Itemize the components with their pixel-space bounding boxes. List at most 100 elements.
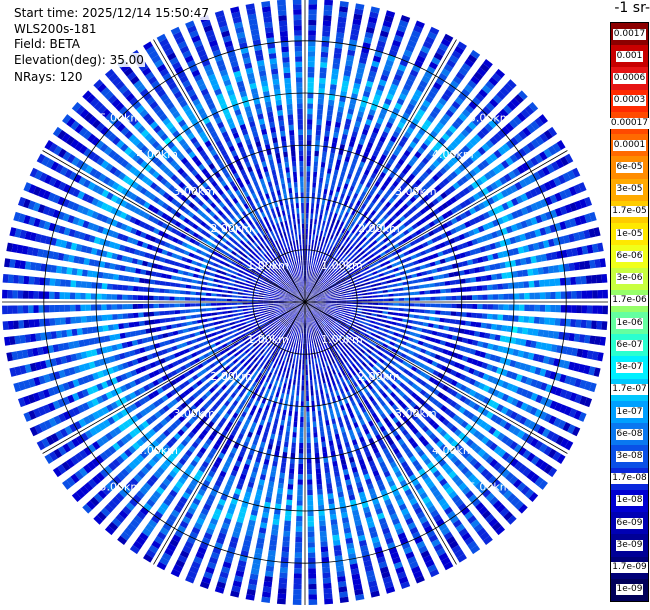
ppi-gate xyxy=(448,326,455,332)
ppi-gate xyxy=(207,493,216,502)
ppi-gate xyxy=(586,350,594,360)
ppi-gate xyxy=(224,336,231,342)
ppi-gate xyxy=(241,411,247,418)
ppi-gate xyxy=(336,305,342,308)
ppi-gate xyxy=(268,348,274,355)
ppi-gate xyxy=(340,323,346,328)
ppi-gate xyxy=(441,133,450,142)
ppi-gate xyxy=(373,261,380,266)
ppi-gate xyxy=(320,204,325,210)
ppi-gate xyxy=(309,295,314,300)
ppi-gate xyxy=(280,309,286,313)
ppi-gate xyxy=(326,275,331,280)
ppi-gate xyxy=(410,254,417,260)
ppi-gate xyxy=(337,154,343,161)
ppi-gate xyxy=(172,534,182,543)
ppi-gate xyxy=(296,516,303,522)
ppi-gate xyxy=(122,506,132,516)
ppi-gate xyxy=(382,447,390,455)
ppi-gate xyxy=(226,456,233,464)
ppi-gate xyxy=(343,436,349,443)
ppi-gate xyxy=(367,299,373,302)
ppi-gate xyxy=(153,369,160,377)
ppi-gate xyxy=(385,280,392,284)
ppi-gate xyxy=(527,328,534,336)
ppi-gate xyxy=(331,317,337,322)
ppi-gate xyxy=(382,149,390,157)
ppi-gate xyxy=(464,347,471,354)
ppi-gate xyxy=(386,284,393,288)
ppi-gate xyxy=(403,546,413,555)
ppi-gate xyxy=(310,385,314,391)
ppi-gate xyxy=(402,281,408,286)
ppi-gate xyxy=(193,556,203,565)
ppi-gate xyxy=(414,113,423,121)
ppi-gate xyxy=(252,439,259,446)
ppi-gate xyxy=(433,543,444,552)
ppi-gate xyxy=(434,244,441,250)
ppi-gate xyxy=(513,151,523,161)
ppi-gate xyxy=(389,513,399,521)
ppi-gate xyxy=(282,332,287,338)
ppi-gate xyxy=(415,377,423,384)
ppi-gate xyxy=(326,337,331,343)
ppi-gate xyxy=(106,345,113,353)
ppi-gate xyxy=(142,482,152,491)
ppi-gate xyxy=(316,268,320,274)
ppi-gate xyxy=(385,586,396,594)
ppi-gate xyxy=(173,352,181,358)
ppi-gate xyxy=(295,303,301,307)
ppi-gate xyxy=(314,213,318,220)
ppi-gate xyxy=(522,449,532,460)
ppi-gate xyxy=(530,473,540,484)
ppi-gate xyxy=(258,309,265,312)
ppi-gate xyxy=(383,368,390,375)
ppi-gate xyxy=(517,246,525,254)
ppi-gate xyxy=(345,59,354,67)
ppi-gate xyxy=(368,136,376,144)
ppi-gate xyxy=(195,493,204,501)
ppi-gate xyxy=(336,111,343,118)
ppi-gate xyxy=(372,270,378,275)
ppi-gate xyxy=(96,408,105,418)
ppi-gate xyxy=(555,435,565,446)
ppi-gate xyxy=(92,411,101,420)
ppi-gate xyxy=(360,133,367,141)
ppi-gate xyxy=(418,50,428,59)
ppi-gate xyxy=(518,130,528,140)
ppi-gate xyxy=(314,261,318,268)
ppi-gate xyxy=(456,553,467,563)
ppi-gate xyxy=(288,378,292,385)
ppi-gate xyxy=(564,153,574,164)
ppi-gate xyxy=(307,124,313,130)
ppi-gate xyxy=(328,329,333,335)
ppi-gate xyxy=(330,234,334,240)
ppi-gate xyxy=(355,287,362,291)
ppi-gate xyxy=(319,316,324,322)
ppi-gate xyxy=(298,311,301,317)
ppi-gate xyxy=(397,317,403,322)
ppi-gate xyxy=(112,458,121,468)
ppi-gate xyxy=(306,458,312,464)
ppi-gate xyxy=(294,309,298,314)
ppi-gate xyxy=(323,332,328,338)
ppi-gate xyxy=(318,362,322,369)
ppi-gate xyxy=(477,162,486,171)
ppi-gate xyxy=(253,417,259,424)
ppi-gate xyxy=(136,490,145,499)
ppi-gate xyxy=(281,457,287,463)
ppi-gate xyxy=(292,379,296,386)
ppi-gate xyxy=(314,342,317,348)
ppi-gate xyxy=(428,163,437,172)
ppi-gate xyxy=(312,411,316,417)
ppi-gate xyxy=(378,484,386,492)
ppi-gate xyxy=(514,93,524,104)
ppi-gate xyxy=(315,347,318,353)
ppi-gate xyxy=(257,407,263,414)
ppi-gate xyxy=(359,283,366,287)
ppi-gate xyxy=(534,440,544,451)
ppi-gate xyxy=(286,356,290,363)
ppi-gate xyxy=(537,267,544,275)
ppi-gate xyxy=(362,151,370,159)
ppi-gate xyxy=(384,260,391,265)
